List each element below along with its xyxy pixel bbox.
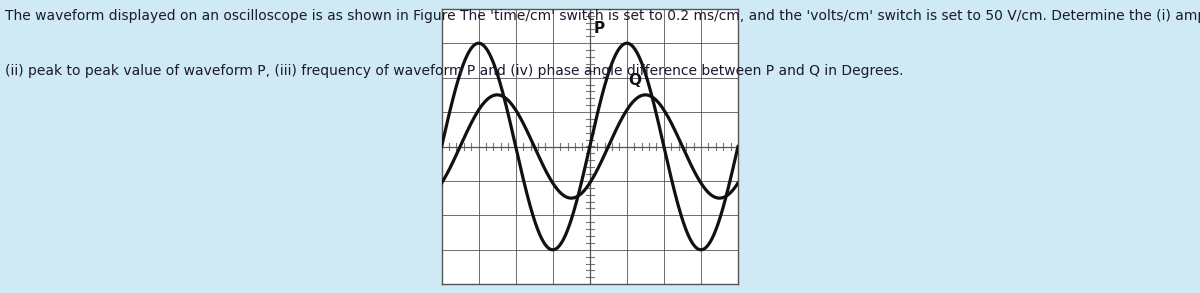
Text: (ii) peak to peak value of waveform P, (iii) frequency of waveform P and (iv) ph: (ii) peak to peak value of waveform P, (… [5, 64, 904, 79]
Text: P: P [594, 21, 605, 36]
Text: The waveform displayed on an oscilloscope is as shown in Figure The 'time/cm' sw: The waveform displayed on an oscilloscop… [5, 9, 1200, 23]
Text: Q: Q [629, 73, 642, 88]
